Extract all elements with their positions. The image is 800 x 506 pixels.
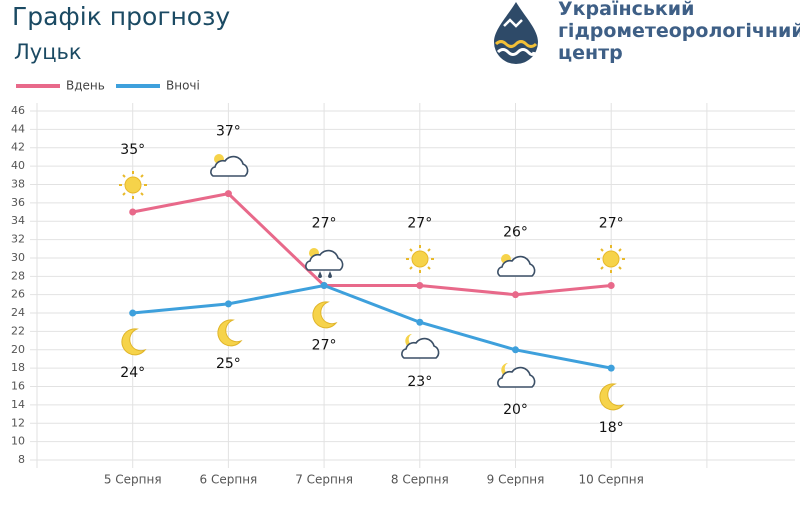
y-tick-label: 24	[11, 306, 25, 319]
point	[512, 291, 519, 299]
y-tick-label: 10	[11, 435, 25, 448]
y-tick-label: 46	[11, 104, 25, 117]
value-label: 25°	[216, 356, 241, 372]
point	[129, 309, 137, 317]
org-name: Український гідрометеорологічний центр	[558, 0, 800, 64]
city: Луцьк	[14, 40, 82, 64]
y-tick-label: 40	[11, 159, 25, 172]
series-line	[132, 192, 612, 297]
value-label: 26°	[503, 225, 528, 241]
org-line: Український	[558, 0, 695, 20]
y-tick-label: 12	[11, 416, 25, 429]
y-tick-label: 30	[11, 251, 25, 264]
y-tick-label: 22	[11, 324, 25, 337]
point	[224, 300, 232, 308]
y-tick-label: 36	[11, 196, 25, 209]
value-label: 37°	[216, 124, 241, 140]
y-tick-label: 20	[11, 343, 25, 356]
legend-label: Вдень	[66, 79, 105, 93]
y-tick-label: 8	[18, 453, 25, 466]
y-tick-label: 34	[11, 214, 25, 227]
value-label: 27°	[312, 216, 337, 232]
point	[607, 364, 615, 372]
value-label: 18°	[599, 420, 624, 436]
value-label: 24°	[120, 365, 145, 381]
value-label: 23°	[407, 374, 432, 390]
y-tick-label: 42	[11, 141, 25, 154]
point	[129, 208, 137, 216]
y-tick-label: 26	[11, 288, 25, 301]
point	[607, 282, 615, 289]
x-tick-label: 7 Серпня	[295, 473, 353, 487]
x-tick-label: 9 Серпня	[487, 473, 545, 487]
point	[416, 318, 424, 326]
x-tick-label: 5 Серпня	[104, 473, 162, 487]
x-tick-label: 10 Серпня	[579, 473, 644, 487]
value-label: 27°	[599, 216, 624, 232]
value-label: 35°	[120, 142, 145, 158]
value-label: 20°	[503, 402, 528, 418]
x-tick-label: 8 Серпня	[391, 473, 449, 487]
point	[512, 346, 519, 354]
logo	[494, 2, 538, 64]
point	[224, 190, 232, 198]
title: Графік прогнозу	[12, 2, 231, 31]
value-label: 27°	[312, 338, 337, 354]
point	[320, 282, 328, 289]
y-tick-label: 14	[11, 398, 25, 411]
y-tick-label: 32	[11, 233, 25, 246]
y-tick-label: 44	[11, 122, 25, 135]
value-label: 27°	[407, 216, 432, 232]
org-line: центр	[558, 42, 623, 64]
y-tick-label: 28	[11, 269, 25, 282]
legend-label: Вночі	[166, 79, 200, 93]
org-line: гідрометеорологічний	[558, 20, 800, 42]
y-tick-label: 38	[11, 177, 25, 190]
series-line	[132, 283, 612, 370]
x-tick-label: 6 Серпня	[200, 473, 258, 487]
point	[416, 282, 424, 289]
y-tick-label: 18	[11, 361, 25, 374]
weather-icons	[118, 154, 626, 411]
y-tick-label: 16	[11, 380, 25, 393]
